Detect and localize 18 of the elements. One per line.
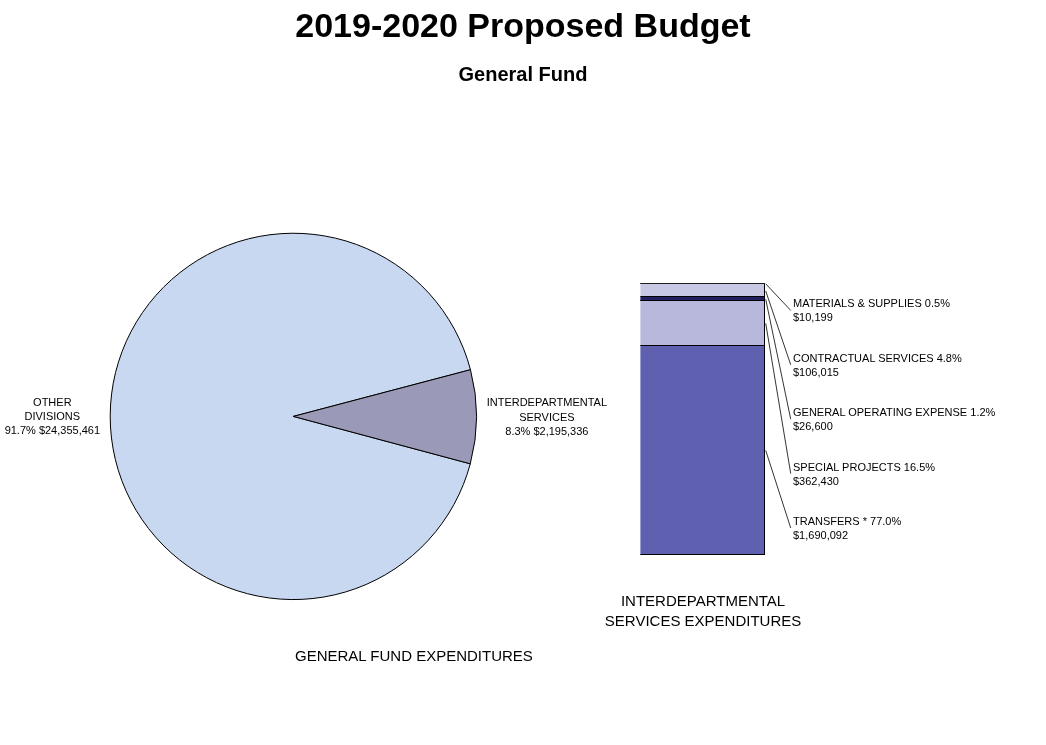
text: GENERAL OPERATING EXPENSE 1.2% xyxy=(793,406,996,418)
chart-subtitle: General Fund xyxy=(458,63,588,86)
x-axis-title: INTERDEPARTMENTAL SERVICES EXPENDITURES xyxy=(604,592,802,629)
text: MATERIALS & SUPPLIES 0.5% xyxy=(793,297,951,309)
text: SPECIAL PROJECTS 16.5% xyxy=(793,461,936,473)
chart-title: 2019-2020 Proposed Budget xyxy=(295,6,751,45)
data-label: 8.3% $2,195,336 xyxy=(505,425,589,438)
slice-label: OTHER DIVISIONS xyxy=(24,395,81,423)
data-label: $106,015 xyxy=(793,366,839,379)
slice-label: INTERDEPARTMENTAL SERVICES xyxy=(486,396,608,423)
text: CONTRACTUAL SERVICES 4.8% xyxy=(793,352,962,364)
data-label: 91.7% $24,355,461 xyxy=(4,424,101,437)
data-label: $1,690,092 xyxy=(793,529,849,542)
text: TRANSFERS * 77.0% xyxy=(793,515,902,527)
data-label: $10,199 xyxy=(793,311,833,324)
text: GENERAL FUND EXPENDITURES xyxy=(295,647,533,664)
data-label: $362,430 xyxy=(793,475,839,488)
data-label: $26,600 xyxy=(793,420,833,433)
